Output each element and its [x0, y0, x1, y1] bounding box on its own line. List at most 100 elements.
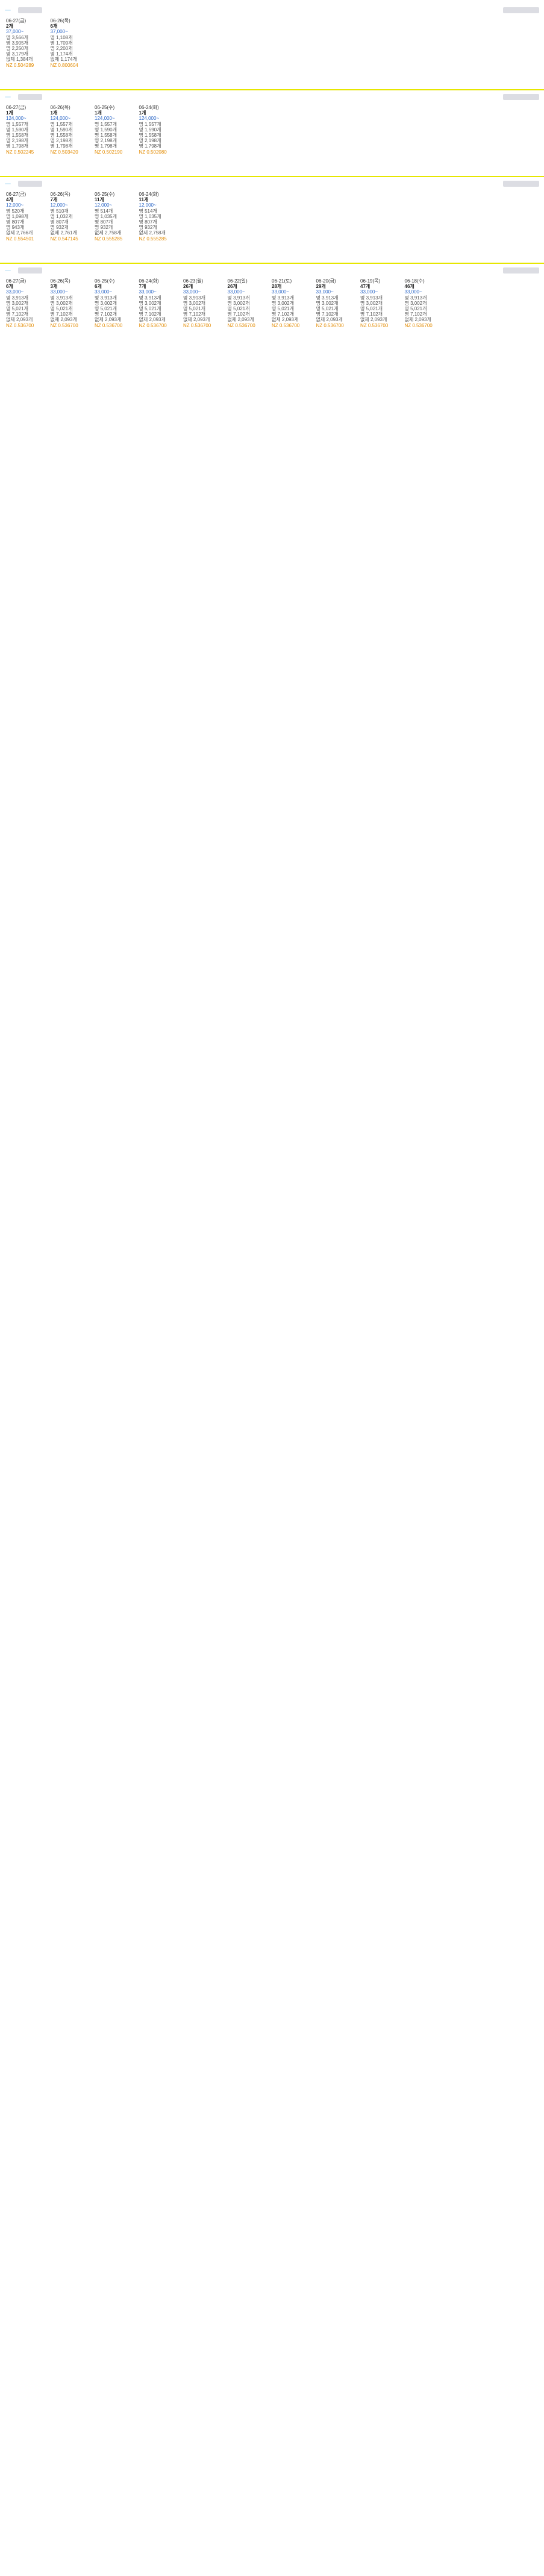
card-info-line: 명 2,198개: [50, 138, 73, 144]
card-info-line: 없제 2,093개: [139, 317, 166, 323]
day-card[interactable]: 06-26(목) 1개 124,000~ 명 1,557개 명 1,590개 명 1,55…: [49, 104, 94, 171]
card-price: 33,000~: [183, 289, 201, 295]
card-nz-score: NZ 0.536700: [183, 322, 211, 328]
day-card[interactable]: 06-24(화) 1개 124,000~ 명 1,557개 명 1,590개 명 1,55…: [138, 104, 183, 171]
card-count: 11개: [95, 197, 104, 203]
section-list: 06-27(금) 2개 37,000~ 명 3,566개 명 3,905개 명 2,250…: [0, 4, 544, 347]
day-card[interactable]: 06-20(금) 29개 33,000~ 명 3,913개 명 3,002개 명 5,02…: [315, 277, 360, 345]
card-count: 26개: [227, 284, 237, 290]
day-card[interactable]: 06-26(목) 6개 37,000~ 명 1,108개 명 1,709개 명 2,200…: [49, 17, 94, 84]
card-info-line: 명 1,035개: [139, 213, 161, 219]
day-card[interactable]: 06-18(수) 46개 33,000~ 명 3,913개 명 3,002개 명 5,02…: [404, 277, 448, 345]
card-nz-score: NZ 0.536700: [360, 322, 389, 328]
card-info-line: 명 807개: [139, 219, 157, 225]
card-info-line: 명 3,913개: [227, 295, 250, 301]
day-card[interactable]: 06-23(월) 26개 33,000~ 명 3,913개 명 3,002개 명 5,02…: [182, 277, 227, 345]
card-count: 3개: [50, 284, 58, 290]
card-info-line: 명 807개: [95, 219, 113, 225]
card-nz-score: NZ 0.555285: [95, 236, 123, 242]
card-info-line: 명 1,557개: [139, 121, 161, 127]
card-date: 06-27(금): [6, 105, 27, 110]
card-price: 33,000~: [95, 289, 113, 295]
results-page: 06-27(금) 2개 37,000~ 명 3,566개 명 3,905개 명 2,250…: [0, 0, 544, 347]
day-card[interactable]: 06-27(금) 1개 124,000~ 명 1,557개 명 1,590개 명 1,55…: [5, 104, 49, 171]
card-grid: 06-27(금) 4개 12,000~ 명 520개 명 1,098개 명 807개 명 9…: [5, 190, 539, 258]
card-info-line: 없제 2,758개: [139, 230, 166, 236]
card-price: 33,000~: [6, 289, 24, 295]
card-price: 124,000~: [139, 116, 160, 122]
card-info-line: 명 5,021개: [360, 306, 383, 312]
card-info-line: 명 1,557개: [50, 121, 73, 127]
redacted-block: [503, 181, 539, 187]
day-card[interactable]: 06-25(수) 1개 124,000~ 명 1,557개 명 1,590개 명 1,55…: [93, 104, 138, 171]
card-nz-score: NZ 0.536700: [6, 322, 34, 328]
card-date: 06-27(금): [6, 278, 27, 284]
card-info-line: 명 1,798개: [95, 143, 117, 149]
card-info-line: 명 7,102개: [272, 311, 294, 317]
card-count: 1개: [6, 110, 13, 116]
card-info-line: 명 5,021개: [50, 306, 73, 312]
card-date: 06-25(수): [95, 192, 115, 197]
card-info-line: 명 1,035개: [95, 213, 117, 219]
result-section: 06-27(금) 1개 124,000~ 명 1,557개 명 1,590개 명 1,55…: [0, 89, 544, 174]
card-info-line: 명 7,102개: [183, 311, 205, 317]
card-date: 06-27(금): [6, 18, 27, 23]
card-info-line: 명 514개: [95, 208, 113, 214]
day-card[interactable]: 06-24(화) 7개 33,000~ 명 3,913개 명 3,002개 명 5,021…: [138, 277, 183, 345]
day-card[interactable]: 06-25(수) 11개 12,000~ 명 514개 명 1,035개 명 807개 명 …: [93, 190, 138, 258]
card-info-line: 명 1,174개: [50, 51, 73, 57]
result-section: 06-27(금) 2개 37,000~ 명 3,566개 명 3,905개 명 2,250…: [0, 4, 544, 87]
card-count: 47개: [360, 284, 370, 290]
day-card[interactable]: 06-27(금) 4개 12,000~ 명 520개 명 1,098개 명 807개 명 9…: [5, 190, 49, 258]
card-count: 1개: [139, 110, 146, 116]
card-info-line: 명 1,798개: [6, 143, 28, 149]
card-info-line: 명 3,913개: [404, 295, 427, 301]
card-date: 06-21(토): [272, 278, 292, 284]
card-info-line: 명 7,102개: [316, 311, 339, 317]
redacted-block: [503, 7, 539, 13]
card-price: 124,000~: [95, 116, 115, 122]
card-info-line: 명 3,002개: [227, 300, 250, 306]
result-section: 06-27(금) 4개 12,000~ 명 520개 명 1,098개 명 807개 명 9…: [0, 176, 544, 260]
day-card[interactable]: 06-24(화) 11개 12,000~ 명 514개 명 1,035개 명 807개 명 …: [138, 190, 183, 258]
card-info-line: 명 3,002개: [272, 300, 294, 306]
card-info-line: 명 2,250개: [6, 46, 28, 52]
section-badge[interactable]: [5, 270, 11, 271]
card-info-line: 명 3,002개: [139, 300, 161, 306]
card-date: 06-22(일): [227, 278, 248, 284]
card-info-line: 명 2,200개: [50, 46, 73, 52]
day-card[interactable]: 06-27(금) 6개 33,000~ 명 3,913개 명 3,002개 명 5,021…: [5, 277, 49, 345]
card-price: 33,000~: [139, 289, 157, 295]
card-price: 33,000~: [272, 289, 290, 295]
card-nz-score: NZ 0.536700: [404, 322, 433, 328]
card-info-line: 명 5,021개: [183, 306, 205, 312]
day-card[interactable]: 06-26(목) 3개 33,000~ 명 3,913개 명 3,002개 명 5,021…: [49, 277, 94, 345]
day-card[interactable]: 06-22(일) 26개 33,000~ 명 3,913개 명 3,002개 명 5,02…: [227, 277, 271, 345]
day-card[interactable]: 06-21(토) 28개 33,000~ 명 3,913개 명 3,002개 명 5,02…: [270, 277, 315, 345]
day-card[interactable]: 06-25(수) 6개 33,000~ 명 3,913개 명 3,002개 명 5,021…: [93, 277, 138, 345]
card-date: 06-25(수): [95, 278, 115, 284]
card-info-line: 명 1,032개: [50, 213, 73, 219]
card-count: 6개: [50, 23, 58, 30]
day-card[interactable]: 06-26(목) 7개 12,000~ 명 510개 명 1,032개 명 807개 명 9…: [49, 190, 94, 258]
card-nz-score: NZ 0.555285: [139, 236, 167, 242]
card-info-line: 명 7,102개: [360, 311, 383, 317]
card-date: 06-26(목): [50, 192, 70, 197]
day-card[interactable]: 06-19(목) 47개 33,000~ 명 3,913개 명 3,002개 명 5,02…: [359, 277, 404, 345]
card-info-line: 없제 2,761개: [50, 230, 77, 236]
card-date: 06-25(수): [95, 105, 115, 110]
card-info-line: 명 3,002개: [50, 300, 73, 306]
card-info-line: 없제 2,766개: [6, 230, 33, 236]
card-date: 06-26(목): [50, 18, 70, 23]
section-badge[interactable]: [5, 183, 11, 184]
section-badge[interactable]: [5, 96, 11, 98]
card-info-line: 명 1,108개: [50, 34, 73, 40]
card-nz-score: NZ 0.536700: [139, 322, 167, 328]
card-count: 26개: [183, 284, 193, 290]
card-price: 37,000~: [50, 29, 68, 35]
section-badge[interactable]: [5, 10, 11, 11]
card-info-line: 명 3,913개: [6, 295, 28, 301]
card-info-line: 명 5,021개: [6, 306, 28, 312]
day-card[interactable]: 06-27(금) 2개 37,000~ 명 3,566개 명 3,905개 명 2,250…: [5, 17, 49, 84]
card-info-line: 없제 2,093개: [404, 317, 431, 323]
